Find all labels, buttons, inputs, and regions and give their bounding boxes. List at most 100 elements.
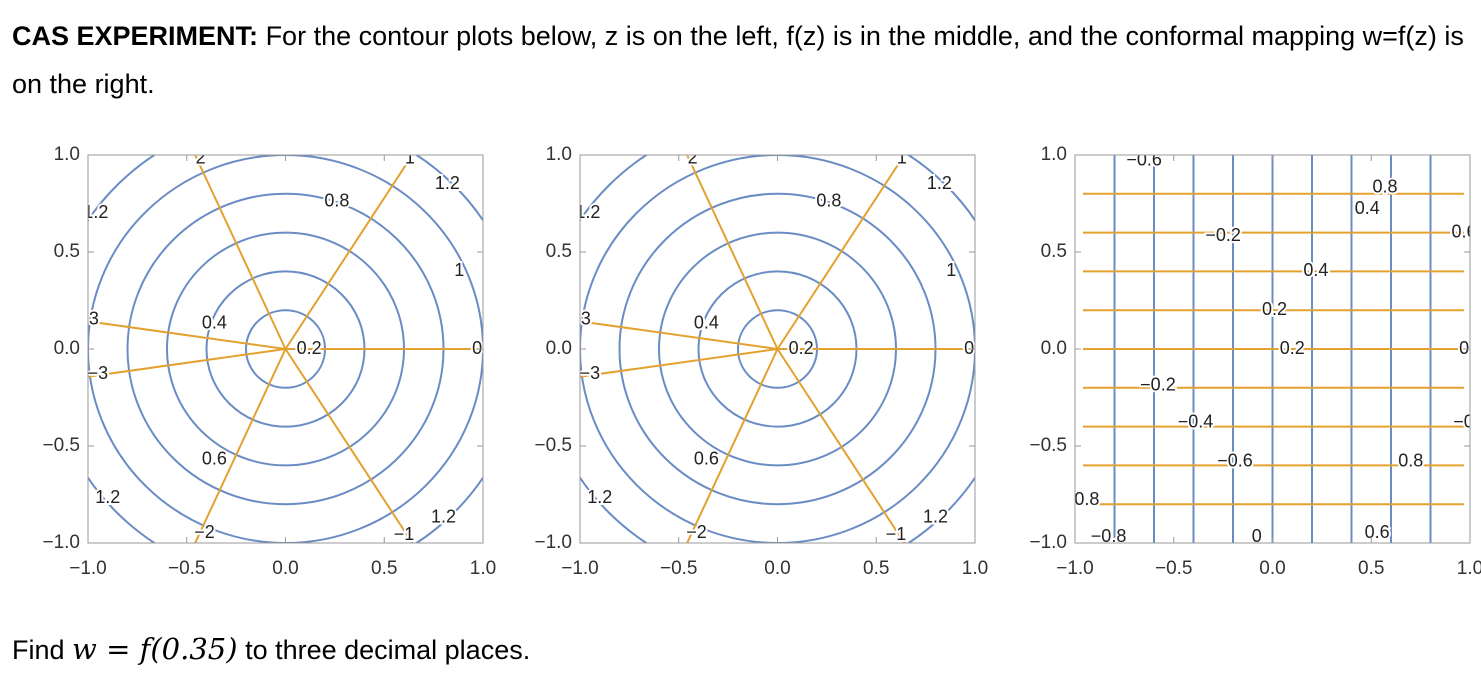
contour-ray	[284, 348, 414, 543]
y-tick-label: −1.0	[1029, 532, 1067, 553]
contour-label: 1	[405, 148, 415, 168]
x-tick-label: −0.5	[1155, 558, 1193, 579]
contour-label: 1.2	[435, 173, 460, 193]
x-tick-label: 0.5	[1358, 558, 1384, 579]
contour-ray	[88, 320, 286, 350]
contour-ray	[580, 320, 778, 350]
contour-label: 0.4	[694, 313, 719, 333]
contour-label: 1.2	[83, 202, 108, 222]
x-tick-label: 1.0	[1457, 558, 1481, 579]
y-tick-label: −0.5	[1029, 435, 1067, 456]
contour-label: −0.	[1453, 411, 1479, 431]
header: CAS EXPERIMENT: For the contour plots be…	[12, 12, 1477, 108]
contour-label: 1.2	[431, 507, 456, 527]
header-bold: CAS EXPERIMENT:	[12, 21, 259, 51]
y-tick-label: −0.5	[42, 435, 80, 456]
x-tick-label: −1.0	[561, 558, 599, 579]
plot-area: 0.2 0.4 0.6 0.8 1 1.2 1.2 1.2 1.2 0 1 2 3 −3 −2 −1	[83, 148, 483, 544]
x-tick-label: 0.0	[764, 558, 790, 579]
contour-label: 0.4	[202, 313, 227, 333]
y-tick-label: 1.0	[546, 144, 572, 165]
contour-label: 0	[964, 338, 974, 358]
contour-ray	[194, 155, 287, 350]
contour-label: 0.2	[789, 338, 814, 358]
contour-ray	[776, 348, 906, 543]
contour-ray	[284, 155, 414, 350]
contour-label: −1	[886, 524, 907, 544]
y-tick-label: 0.5	[1041, 241, 1067, 262]
contour-label: 0.6	[1365, 522, 1390, 542]
contour-label: 1.2	[587, 487, 612, 507]
contour-label: 0.8	[1074, 489, 1099, 509]
y-tick-label: −0.5	[534, 435, 572, 456]
footer-math: w = f(0.35)	[72, 632, 238, 666]
x-tick-label: −0.5	[168, 558, 206, 579]
contour-ray	[686, 348, 779, 543]
contour-label: 0.6	[1452, 221, 1477, 241]
contour-label: 0.8	[816, 190, 841, 210]
contour-label: 0.8	[1398, 450, 1423, 470]
x-tick-label: −1.0	[1056, 558, 1094, 579]
contour-label: 1	[897, 148, 907, 168]
contour-ray	[580, 348, 778, 378]
contour-label: 1	[946, 260, 956, 280]
contour-label: 0.6	[202, 448, 227, 468]
contour-label: 1.2	[575, 202, 600, 222]
contour-label: −0.6	[1217, 450, 1253, 470]
contour-label: −0.6	[1126, 150, 1162, 170]
contour-label: −1	[394, 524, 415, 544]
plot-area: −0.60.80.40.6−0.20.40.20.2 0−0.2−0.4−0.6−…	[1074, 150, 1479, 546]
contour-label: 2	[688, 148, 698, 168]
x-tick-label: 0.5	[371, 558, 397, 579]
y-tick-label: 0.0	[1041, 338, 1067, 359]
contour-label: 0.2	[1280, 338, 1305, 358]
contour-ray	[88, 348, 286, 378]
contour-label: −0.2	[1205, 225, 1241, 245]
contour-label: 1.2	[923, 507, 948, 527]
contour-label: 0	[1252, 526, 1262, 546]
footer-prefix: Find	[12, 635, 65, 665]
plot-area: 0.2 0.4 0.6 0.8 1 1.2 1.2 1.2 1.2 0 1 2 3 −3 −2 −1	[575, 148, 975, 544]
header-text: For the contour plots below, z is on the…	[12, 21, 1464, 99]
contour-label: −2	[194, 522, 215, 542]
contour-label: 0.4	[1303, 260, 1328, 280]
contour-label: −3	[88, 363, 109, 383]
contour-label: 2	[196, 148, 206, 168]
contour-label: 0.2	[1262, 299, 1287, 319]
contour-ray	[194, 348, 287, 543]
contour-label: 0.2	[297, 338, 322, 358]
x-tick-label: 0.0	[272, 558, 298, 579]
y-tick-label: 0.5	[54, 241, 80, 262]
y-tick-label: 0.0	[546, 338, 572, 359]
contour-label: 3	[89, 309, 99, 329]
x-tick-label: 1.0	[470, 558, 496, 579]
y-tick-label: 1.0	[1041, 144, 1067, 165]
contour-ray	[686, 155, 779, 350]
y-tick-label: −1.0	[42, 532, 80, 553]
y-tick-label: 0.0	[54, 338, 80, 359]
x-tick-label: −1.0	[69, 558, 107, 579]
contour-label: 0	[1459, 338, 1469, 358]
contour-label: 0	[472, 338, 482, 358]
contour-label: −0.4	[1178, 411, 1214, 431]
contour-label: 0.6	[694, 448, 719, 468]
contour-label: 1.2	[95, 487, 120, 507]
contour-label: 1	[454, 260, 464, 280]
x-tick-label: 1.0	[962, 558, 988, 579]
x-tick-label: 0.0	[1259, 558, 1285, 579]
y-tick-label: −1.0	[534, 532, 572, 553]
contour-label: 3	[581, 309, 591, 329]
contour-ray	[776, 155, 906, 350]
contour-label: −0.8	[1091, 526, 1127, 546]
x-tick-label: 0.5	[863, 558, 889, 579]
y-tick-label: 1.0	[54, 144, 80, 165]
contour-label: −2	[686, 522, 707, 542]
y-tick-label: 0.5	[546, 241, 572, 262]
x-tick-label: −0.5	[660, 558, 698, 579]
contour-label: −0.2	[1140, 375, 1176, 395]
contour-label: 0.8	[1373, 177, 1398, 197]
footer: Find w = f(0.35) to three decimal places…	[12, 632, 530, 666]
footer-suffix: to three decimal places.	[245, 635, 531, 665]
